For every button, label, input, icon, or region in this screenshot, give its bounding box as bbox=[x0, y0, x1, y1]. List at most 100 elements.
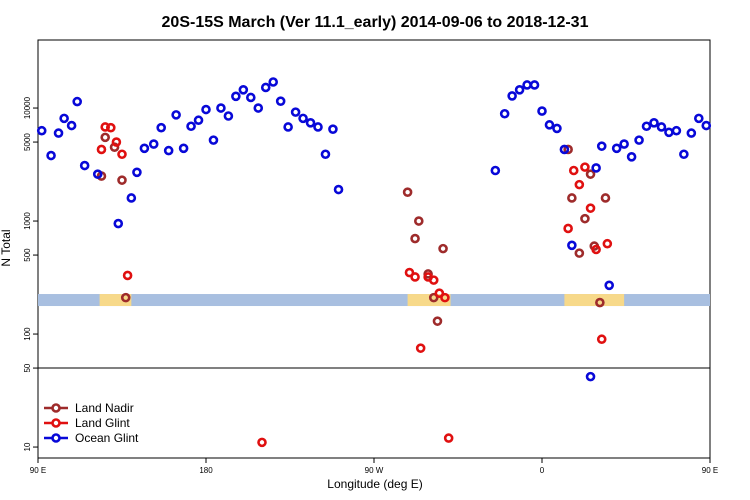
land-nadir-point bbox=[402, 187, 413, 197]
ocean-glint-point bbox=[79, 160, 90, 171]
ocean-glint-point bbox=[585, 371, 596, 382]
x-tick-label: 0 bbox=[540, 466, 545, 475]
x-axis-label: Longitude (deg E) bbox=[327, 477, 422, 491]
ocean-glint-point bbox=[223, 111, 234, 121]
land-nadir-point bbox=[432, 316, 443, 326]
band-highlight bbox=[564, 294, 625, 307]
land-glint-point bbox=[568, 165, 579, 176]
land-glint-point bbox=[440, 292, 450, 303]
ocean-glint-point bbox=[656, 122, 667, 132]
ocean-glint-point bbox=[186, 121, 196, 132]
ocean-glint-point bbox=[268, 77, 279, 87]
ocean-glint-point bbox=[679, 149, 689, 160]
land-glint-point bbox=[434, 288, 445, 298]
ocean-glint-point bbox=[156, 122, 166, 133]
y-tick-label: 10 bbox=[23, 442, 32, 451]
ocean-glint-point bbox=[305, 118, 316, 128]
y-axis: 10 50 100 500 1000 5000 10000 bbox=[23, 96, 38, 452]
land-glint-point bbox=[580, 162, 590, 172]
land-glint-point bbox=[443, 433, 454, 443]
ocean-glint-point bbox=[544, 120, 555, 130]
ocean-glint-point bbox=[529, 80, 540, 90]
ocean-glint-point bbox=[216, 103, 226, 113]
land-nadir-point bbox=[585, 169, 596, 179]
ocean-glint-point bbox=[238, 85, 249, 95]
ocean-glint-point bbox=[92, 169, 103, 179]
ocean-glint-point bbox=[290, 107, 301, 117]
land-glint-point bbox=[563, 223, 573, 234]
land-glint-point bbox=[117, 149, 127, 160]
ocean-glint-point bbox=[559, 144, 570, 155]
ocean-glint-point bbox=[522, 80, 532, 90]
land-glint-point bbox=[591, 244, 601, 255]
ocean-glint-point bbox=[604, 280, 615, 291]
ocean-glint-point bbox=[634, 135, 644, 145]
land-glint-point bbox=[100, 122, 110, 132]
y-tick-label: 50 bbox=[23, 363, 32, 372]
y-tick-label: 500 bbox=[23, 248, 32, 262]
ocean-glint-point bbox=[490, 165, 501, 176]
ocean-glint-point bbox=[193, 115, 204, 126]
x-tick-label: 90 E bbox=[30, 466, 46, 475]
y-tick-label: 1000 bbox=[23, 212, 32, 230]
ocean-glint-point bbox=[283, 122, 293, 132]
ocean-glint-point bbox=[591, 163, 601, 173]
land-nadir-point bbox=[100, 132, 110, 143]
legend-label-land-glint: Land Glint bbox=[75, 416, 130, 430]
land-glint-point bbox=[585, 203, 596, 213]
land-glint-point bbox=[111, 137, 122, 147]
land-nadir-point bbox=[600, 193, 611, 203]
ocean-glint-point bbox=[139, 143, 150, 154]
ocean-glint-point bbox=[313, 122, 323, 132]
ocean-glint-point bbox=[611, 143, 622, 154]
land-nadir-point bbox=[413, 216, 424, 226]
land-glint-point bbox=[574, 179, 585, 190]
land-nadir-point bbox=[117, 175, 127, 185]
ocean-glint-point bbox=[701, 120, 712, 131]
ocean-glint-point bbox=[567, 240, 577, 251]
ocean-glint-point bbox=[201, 104, 211, 115]
ocean-glint-point bbox=[507, 91, 517, 101]
y-tick-label: 10000 bbox=[23, 96, 32, 119]
land-nadir-point bbox=[410, 233, 420, 244]
plot-frame bbox=[37, 39, 711, 459]
ocean-glint-point bbox=[53, 128, 64, 138]
land-glint-point bbox=[415, 343, 426, 353]
ocean-glint-point bbox=[596, 141, 607, 151]
ocean-glint-point bbox=[626, 152, 637, 162]
ocean-glint-point bbox=[328, 124, 338, 134]
band-segment bbox=[38, 294, 710, 307]
land-nadir-point bbox=[563, 144, 573, 155]
data-points bbox=[36, 77, 712, 448]
ocean-glint-point bbox=[246, 92, 256, 103]
x-tick-label: 90 W bbox=[365, 466, 384, 475]
land-nadir-point bbox=[428, 292, 439, 303]
ocean-glint-point bbox=[619, 139, 629, 149]
land-nadir-point bbox=[567, 193, 577, 203]
ocean-glint-point bbox=[148, 139, 159, 149]
x-axis: 90 E 180 90 W 0 90 E bbox=[30, 458, 718, 475]
ocean-glint-point bbox=[552, 123, 562, 134]
y-tick-label: 100 bbox=[23, 327, 32, 341]
ocean-glint-point bbox=[171, 110, 181, 120]
ocean-glint-point bbox=[59, 113, 69, 124]
ocean-glint-point bbox=[66, 120, 77, 131]
land-glint-point bbox=[596, 334, 607, 345]
land-nadir-point bbox=[595, 297, 605, 308]
y-tick-label: 5000 bbox=[23, 133, 32, 151]
legend-label-land-nadir: Land Nadir bbox=[75, 401, 134, 415]
ocean-glint-point bbox=[36, 125, 47, 136]
legend-label-ocean-glint: Ocean Glint bbox=[75, 431, 139, 445]
chart-title: 20S-15S March (Ver 11.1_early) 2014-09-0… bbox=[162, 14, 589, 31]
ocean-glint-point bbox=[298, 113, 308, 124]
land-glint-point bbox=[122, 270, 133, 281]
ocean-glint-point bbox=[208, 135, 219, 145]
ocean-glint-point bbox=[253, 103, 264, 113]
land-glint-point bbox=[404, 267, 415, 278]
ocean-glint-point bbox=[499, 108, 510, 119]
ocean-glint-point bbox=[514, 85, 525, 95]
land-nadir-point bbox=[120, 292, 131, 303]
land-glint-point bbox=[410, 272, 420, 282]
ocean-glint-point bbox=[275, 96, 286, 106]
land-glint-point bbox=[602, 238, 613, 249]
